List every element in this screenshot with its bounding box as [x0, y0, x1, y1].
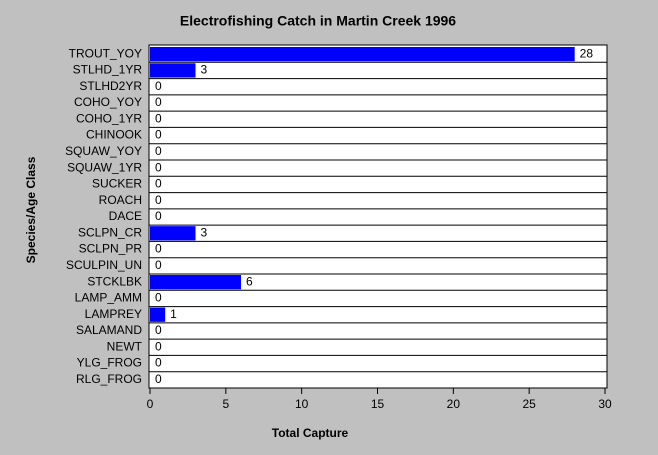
data-label: 0 — [155, 323, 162, 337]
y-tick-label: LAMPREY — [85, 307, 142, 321]
y-tick-label: NEWT — [107, 339, 143, 353]
data-label: 0 — [155, 160, 162, 174]
y-tick-label: SCLPN_CR — [78, 225, 142, 239]
data-label: 0 — [155, 339, 162, 353]
x-tick-label: 20 — [447, 397, 461, 411]
x-tick-label: 0 — [147, 397, 154, 411]
y-tick-label: STCKLBK — [87, 274, 142, 288]
y-tick-label: COHO_1YR — [76, 111, 142, 125]
data-label: 0 — [155, 177, 162, 191]
data-label: 0 — [155, 372, 162, 386]
y-tick-label: STLHD2YR — [79, 79, 142, 93]
y-axis-label: Species/Age Class — [24, 156, 38, 263]
x-tick-label: 30 — [598, 397, 612, 411]
y-tick-label: SCULPIN_UN — [66, 258, 142, 272]
y-tick-label: SQUAW_1YR — [67, 160, 142, 174]
bar — [150, 47, 575, 62]
y-tick-label: CHINOOK — [86, 128, 142, 142]
data-label: 1 — [170, 307, 177, 321]
y-tick-label: LAMP_AMM — [75, 291, 142, 305]
y-tick-label: SQUAW_YOY — [65, 144, 142, 158]
data-label: 0 — [155, 79, 162, 93]
y-tick-label: SALAMAND — [76, 323, 142, 337]
data-label: 0 — [155, 111, 162, 125]
x-tick-label: 15 — [371, 397, 385, 411]
bar — [150, 275, 241, 290]
x-tick-label: 10 — [295, 397, 309, 411]
data-label: 0 — [155, 95, 162, 109]
y-tick-label: TROUT_YOY — [69, 46, 142, 60]
y-tick-label: ROACH — [99, 193, 142, 207]
bar — [150, 63, 196, 78]
data-label: 28 — [580, 46, 594, 60]
bar — [150, 307, 166, 322]
data-label: 0 — [155, 356, 162, 370]
x-tick-label: 5 — [222, 397, 229, 411]
plot-area — [148, 44, 608, 389]
data-label: 0 — [155, 291, 162, 305]
y-tick-label: COHO_YOY — [74, 95, 142, 109]
data-label: 0 — [155, 242, 162, 256]
y-tick-label: SCLPN_PR — [79, 242, 143, 256]
y-tick-label: DACE — [109, 209, 142, 223]
data-label: 0 — [155, 258, 162, 272]
x-axis-label: Total Capture — [272, 426, 349, 440]
data-label: 3 — [201, 63, 208, 77]
data-label: 0 — [155, 209, 162, 223]
data-label: 3 — [201, 225, 208, 239]
x-tick-label: 25 — [522, 397, 536, 411]
y-tick-label: RLG_FROG — [76, 372, 142, 386]
data-label: 6 — [246, 274, 253, 288]
y-tick-label: SUCKER — [92, 177, 142, 191]
data-label: 0 — [155, 193, 162, 207]
data-label: 0 — [155, 144, 162, 158]
y-tick-label: YLG_FROG — [77, 356, 142, 370]
y-tick-label: STLHD_1YR — [73, 63, 143, 77]
data-label: 0 — [155, 128, 162, 142]
bar — [150, 226, 196, 241]
chart-title: Electrofishing Catch in Martin Creek 199… — [180, 13, 456, 29]
